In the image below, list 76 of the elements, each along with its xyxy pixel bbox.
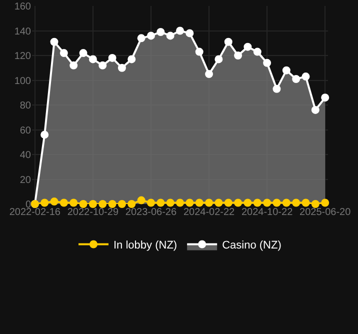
x-tick-label: 2024-10-22 bbox=[241, 207, 294, 218]
point bbox=[137, 34, 146, 42]
point bbox=[234, 52, 242, 60]
legend-label: In lobby (NZ) bbox=[114, 240, 178, 252]
point bbox=[79, 200, 88, 208]
point bbox=[214, 198, 223, 207]
point bbox=[128, 200, 136, 208]
point bbox=[253, 48, 262, 56]
point bbox=[70, 198, 78, 207]
point bbox=[224, 198, 232, 207]
point bbox=[146, 32, 155, 40]
point bbox=[224, 38, 232, 46]
point bbox=[60, 198, 68, 207]
point bbox=[186, 29, 194, 38]
point bbox=[311, 200, 320, 208]
point bbox=[321, 94, 330, 102]
y-tick-label: 100 bbox=[14, 76, 32, 87]
point bbox=[186, 198, 194, 207]
point bbox=[205, 198, 214, 207]
y-tick-label: 40 bbox=[20, 150, 32, 161]
point bbox=[60, 49, 68, 58]
point bbox=[292, 75, 300, 84]
point bbox=[302, 72, 310, 81]
point bbox=[118, 200, 126, 208]
point bbox=[166, 32, 174, 40]
x-tick-label: 2025-06-20 bbox=[300, 207, 352, 218]
point bbox=[272, 198, 281, 207]
point bbox=[137, 196, 146, 204]
point bbox=[50, 38, 58, 46]
point bbox=[321, 198, 330, 207]
point bbox=[195, 198, 204, 207]
point bbox=[50, 198, 58, 206]
point bbox=[108, 200, 116, 208]
point bbox=[98, 61, 107, 70]
point bbox=[282, 66, 290, 74]
y-tick-label: 140 bbox=[14, 26, 32, 38]
point bbox=[282, 198, 290, 207]
x-tick-label: 2023-06-26 bbox=[125, 207, 177, 218]
legend-label: Casino (NZ) bbox=[222, 240, 282, 252]
x-tick-label: 2022-10-29 bbox=[67, 207, 119, 218]
point bbox=[128, 55, 136, 64]
point bbox=[40, 130, 49, 139]
point bbox=[88, 55, 97, 64]
point bbox=[176, 198, 184, 207]
y-tick-label: 60 bbox=[20, 125, 32, 136]
point bbox=[195, 48, 204, 56]
point bbox=[302, 198, 310, 207]
point bbox=[79, 49, 88, 58]
point bbox=[88, 200, 97, 208]
point bbox=[292, 198, 300, 207]
point bbox=[108, 54, 116, 62]
point bbox=[263, 198, 272, 207]
point bbox=[146, 198, 155, 207]
y-tick-label: 20 bbox=[20, 174, 32, 186]
point bbox=[244, 198, 252, 207]
point bbox=[234, 198, 242, 207]
point bbox=[214, 55, 223, 64]
point bbox=[156, 198, 165, 207]
point bbox=[98, 200, 107, 208]
point bbox=[156, 28, 165, 36]
point bbox=[311, 106, 320, 114]
y-tick-label: 120 bbox=[14, 51, 32, 62]
point bbox=[253, 198, 262, 207]
point bbox=[40, 198, 49, 207]
point bbox=[176, 26, 184, 35]
point bbox=[166, 198, 174, 207]
point bbox=[244, 42, 252, 51]
point bbox=[70, 61, 78, 70]
x-tick-label: 2022-02-16 bbox=[9, 207, 61, 218]
point bbox=[118, 64, 126, 72]
x-tick-label: 2024-02-22 bbox=[183, 207, 236, 218]
point bbox=[205, 70, 214, 78]
point bbox=[263, 58, 272, 67]
y-tick-label: 160 bbox=[14, 2, 32, 12]
y-tick-label: 80 bbox=[20, 100, 32, 112]
point bbox=[272, 84, 281, 93]
